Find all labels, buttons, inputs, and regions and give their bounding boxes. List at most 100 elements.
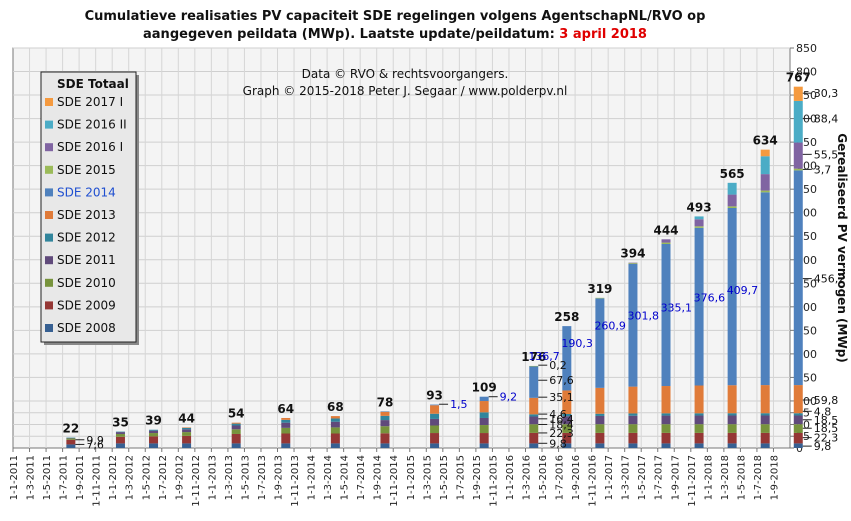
bar-segment (562, 432, 572, 444)
legend-label: SDE 2016 I (57, 140, 123, 154)
bar-segment (628, 424, 638, 433)
bar-segment (661, 413, 671, 416)
bar-segment (380, 426, 390, 434)
legend-swatch (45, 256, 53, 265)
bar-segment (661, 443, 671, 448)
bar-segment (661, 239, 671, 243)
x-tick-label: 1-5-2016 (538, 455, 549, 500)
bar-segment (694, 216, 704, 220)
bar-segment (760, 432, 770, 444)
bar-segment (529, 443, 539, 448)
x-tick-label: 1-9-2014 (373, 455, 384, 500)
bar-segment (595, 424, 605, 433)
bar-segment (562, 424, 572, 433)
bar-segment (149, 436, 159, 444)
x-tick-label: 1-3-2013 (224, 455, 235, 500)
x-tick-label: 1-9-2011 (75, 455, 86, 500)
bar-total-label: 493 (687, 200, 712, 214)
data-label: 30,3 (814, 87, 839, 100)
bar-segment (628, 262, 638, 264)
bar-segment (281, 422, 291, 428)
x-tick-label: 1-9-2015 (472, 455, 483, 500)
data-label: 4,8 (814, 405, 832, 418)
bar-segment (628, 432, 638, 444)
bar-segment (149, 433, 159, 437)
data-label: 16,4 (549, 413, 574, 426)
x-tick-label: 1-9-2018 (769, 455, 780, 500)
x-tick-label: 1-1-2017 (604, 455, 615, 500)
data-label: 0,2 (549, 359, 567, 372)
bar-segment (529, 424, 539, 433)
data-label: 9,8 (549, 437, 567, 450)
x-tick-label: 1-7-2016 (555, 455, 566, 500)
x-tick-label: 1-5-2011 (42, 455, 53, 500)
bar-segment (66, 439, 76, 445)
bar-segment (727, 432, 737, 444)
legend-swatch (45, 211, 53, 219)
bar-segment (330, 433, 340, 444)
bar-segment (793, 100, 803, 143)
legend-label: SDE 2017 I (57, 95, 123, 109)
bar-segment (661, 386, 671, 414)
bar-segment (694, 219, 704, 227)
bar-segment (793, 413, 803, 416)
x-tick-label: 1-5-2018 (736, 455, 747, 500)
x-tick-label: 1-3-2011 (26, 455, 37, 500)
bar-segment (529, 365, 539, 367)
bar-segment (595, 298, 605, 388)
legend-label: SDE 2010 (57, 276, 116, 290)
bar-segment (231, 425, 241, 430)
bar-segment (430, 443, 440, 448)
bar-segment (182, 443, 192, 448)
chart-title-line2: aangegeven peildata (MWp). Laatste updat… (0, 27, 790, 42)
x-tick-label: 1-5-2013 (240, 455, 251, 500)
data-label: 190,3 (561, 337, 593, 350)
bar-segment (380, 420, 390, 427)
x-tick-label: 1-3-2012 (125, 455, 136, 500)
legend-label: SDE 2016 II (57, 118, 127, 132)
legend-box (40, 71, 137, 343)
bar-segment (727, 182, 737, 195)
chart-title-prefix: aangegeven peildata (MWp). Laatste updat… (143, 27, 560, 42)
y-tick-label: 0 (796, 442, 803, 455)
bar-segment (562, 443, 572, 448)
bar-segment (694, 385, 704, 414)
x-tick-label: 1-9-2012 (174, 455, 185, 500)
bar-segment (330, 416, 340, 419)
bar-total-label: 22 (63, 422, 80, 436)
bar-total-label: 78 (377, 395, 394, 409)
data-label: 59,8 (814, 394, 839, 407)
bar-segment (380, 415, 390, 421)
bar-segment (149, 429, 159, 431)
bar-segment (529, 414, 539, 417)
data-label: 4,6 (549, 408, 567, 421)
legend-label: SDE 2013 (57, 208, 116, 222)
bar-segment (694, 424, 704, 433)
credit-line: Data © RVO & rechtsvoorgangers. (302, 67, 509, 81)
data-label: 67,6 (549, 374, 574, 387)
bar-segment (727, 208, 737, 386)
bar-segment (628, 262, 638, 264)
bar-segment (380, 411, 390, 416)
bar-segment (727, 424, 737, 433)
legend-label: SDE 2011 (57, 253, 116, 267)
bar-total-label: 444 (653, 223, 678, 237)
x-tick-label: 1-11-2016 (588, 455, 599, 507)
x-tick-label: 1-5-2015 (439, 455, 450, 500)
y-axis-title: Gerealiseerd PV vermogen (MWp) (835, 133, 849, 363)
bar-segment (595, 432, 605, 444)
legend-swatch (45, 324, 53, 332)
bar-segment (281, 433, 291, 444)
bar-segment (479, 412, 489, 418)
bar-segment (562, 413, 572, 417)
bar-segment (479, 401, 489, 413)
bar-total-label: 634 (753, 134, 778, 148)
bar-total-label: 39 (145, 414, 162, 428)
legend-label: SDE 2014 (57, 185, 116, 199)
x-tick-label: 1-3-2016 (521, 455, 532, 500)
x-tick-label: 1-11-2014 (389, 455, 400, 507)
bar-segment (330, 427, 340, 434)
bar-segment (231, 429, 241, 434)
legend-label: SDE 2015 (57, 163, 116, 177)
bar-segment (182, 429, 192, 433)
